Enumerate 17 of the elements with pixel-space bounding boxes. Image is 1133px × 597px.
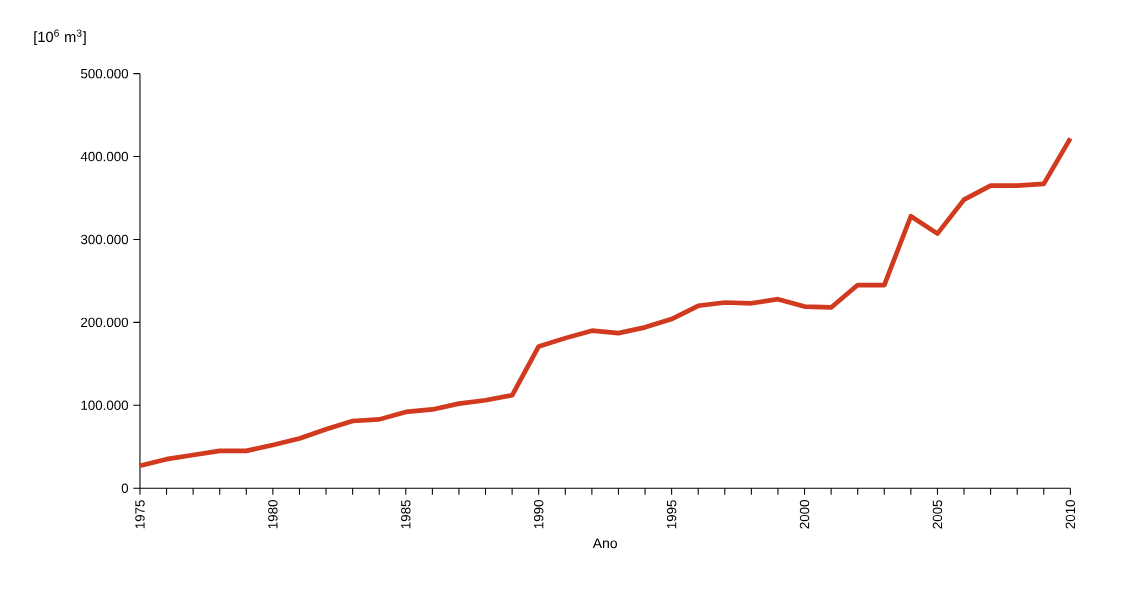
x-tick-label: 1985 [401, 500, 411, 529]
y-tick-label: 500.000 [80, 68, 129, 79]
y-tick-label: 100.000 [81, 400, 129, 410]
x-tick-label: 2010 [1065, 500, 1076, 529]
y-tick-label: 400.000 [80, 151, 129, 162]
y-tick-label: 200.000 [81, 317, 129, 328]
y-tick-label: 300.000 [80, 234, 129, 245]
x-axis-title: Ano [592, 538, 618, 549]
y-tick-label: 0 [121, 483, 129, 493]
x-tick-label: 1995 [666, 500, 677, 529]
x-tick-label: 1980 [268, 500, 278, 529]
y-axis-title: [10$^{6}$ m$^{3}$] [34, 29, 86, 45]
x-tick-label: 1975 [135, 500, 145, 529]
line-series [137, 135, 1073, 469]
x-tick-label: 2000 [799, 500, 810, 529]
x-tick-label: 1990 [533, 500, 544, 529]
x-tick-label: 2005 [932, 500, 943, 529]
